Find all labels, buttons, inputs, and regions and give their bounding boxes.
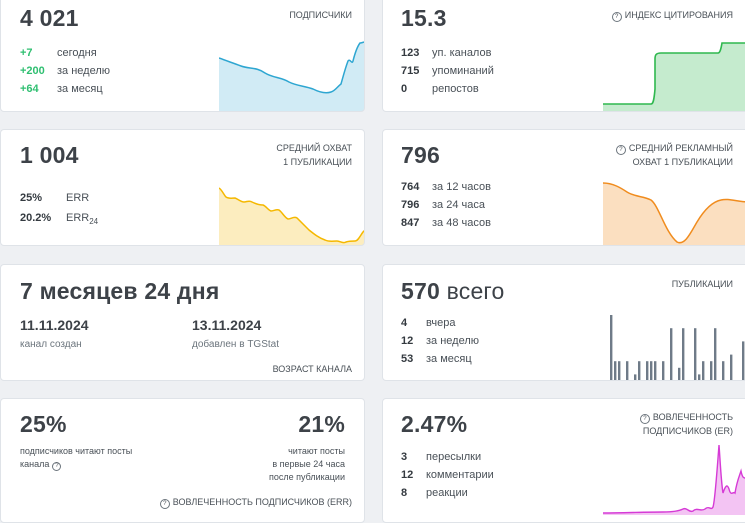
er-value: 2.47% [401, 411, 468, 437]
stat-row: +200 за неделю [20, 65, 111, 77]
publication-bar [682, 328, 685, 380]
citation-index-card[interactable]: 15.3 ? ИНДЕКС ЦИТИРОВАНИЯ 123 уп. каналов … [382, 0, 745, 112]
ad-reach-sparkline [603, 182, 745, 245]
stat-row: +7 сегодня [20, 47, 97, 59]
publication-bar [634, 374, 637, 380]
stat-row: +64 за месяц [20, 83, 103, 95]
publication-bar [678, 367, 681, 380]
publication-bar [730, 354, 733, 380]
added-date: 13.11.2024 [192, 317, 262, 333]
subscribers-card[interactable]: 4 021 ПОДПИСЧИКИ +7 сегодня +200 за неделю… [0, 0, 365, 112]
subscribers-sparkline [219, 41, 364, 111]
created-date: 11.11.2024 [20, 317, 89, 333]
stat-row: 53 за месяц [401, 353, 472, 365]
channel-age-card[interactable]: 7 месяцев 24 дня 11.11.2024 канал создан… [0, 264, 365, 381]
publication-bar [618, 361, 621, 380]
publication-bar [710, 361, 713, 380]
publication-bar [742, 341, 745, 380]
stat-row: 715 упоминаний [401, 65, 494, 77]
publications-card[interactable]: 570 всего ПУБЛИКАЦИИ 4 вчера 12 за неделю … [382, 264, 745, 381]
publication-bar [646, 361, 649, 380]
citation-caption: ? ИНДЕКС ЦИТИРОВАНИЯ [611, 8, 733, 22]
err-right-text: читают посты в первые 24 часа после публик… [269, 446, 345, 482]
stat-row: 12 за неделю [401, 335, 480, 347]
publication-bar [654, 361, 657, 380]
err-right-value: 21% [298, 411, 345, 437]
stat-row: 25% ERR [20, 192, 90, 204]
publication-bar [626, 361, 629, 380]
reach-caption: СРЕДНИЙ ОХВАТ 1 ПУБЛИКАЦИИ [276, 143, 352, 167]
stat-row: 123 уп. каналов [401, 47, 492, 59]
ad-reach-caption: ? СРЕДНИЙ РЕКЛАМНЫЙ ОХВАТ 1 ПУБЛИКАЦИИ [615, 141, 733, 169]
publication-bar [610, 315, 613, 380]
publications-caption: ПУБЛИКАЦИИ [671, 279, 733, 289]
publication-bar [650, 361, 653, 380]
stat-row: 3 пересылки [401, 451, 482, 463]
publication-bar [714, 328, 717, 380]
stat-row: 12 комментарии [401, 469, 494, 481]
stat-row: 796 за 24 часа [401, 199, 485, 211]
publication-bar [670, 328, 673, 380]
stat-row: 0 репостов [401, 83, 479, 95]
publication-bar [614, 361, 617, 380]
subscribers-caption: ПОДПИСЧИКИ [289, 10, 352, 20]
err-left-text: подписчиков читают посты канала? [20, 446, 133, 471]
help-icon[interactable]: ? [611, 12, 622, 22]
err-caption: ? ВОВЛЕЧЕННОСТЬ ПОДПИСЧИКОВ (ERR) [159, 495, 352, 509]
er-sparkline [603, 444, 745, 515]
er-caption: ? ВОВЛЕЧЕННОСТЬ ПОДПИСЧИКОВ (ER) [639, 410, 733, 438]
created-label: канал создан [20, 339, 82, 350]
age-value: 7 месяцев 24 дня [20, 278, 220, 304]
help-icon[interactable]: ? [639, 414, 650, 424]
age-caption: ВОЗРАСТ КАНАЛА [272, 364, 352, 374]
help-icon[interactable]: ? [52, 462, 62, 471]
stat-row: 8 реакции [401, 487, 468, 499]
average-reach-card[interactable]: 1 004 СРЕДНИЙ ОХВАТ 1 ПУБЛИКАЦИИ 25% ERR 2… [0, 129, 365, 246]
publication-bar [694, 328, 697, 380]
publication-bar [722, 361, 725, 380]
citation-value: 15.3 [401, 5, 447, 31]
publication-bar [638, 361, 641, 380]
stat-row: 847 за 48 часов [401, 217, 491, 229]
help-icon[interactable]: ? [615, 145, 626, 155]
publication-bar [698, 374, 701, 380]
er-card[interactable]: 2.47% ? ВОВЛЕЧЕННОСТЬ ПОДПИСЧИКОВ (ER) 3 пе… [382, 398, 745, 523]
publications-value: 570 всего [401, 278, 505, 304]
reach-value: 1 004 [20, 142, 79, 168]
citation-sparkline [603, 42, 745, 111]
stat-row: 4 вчера [401, 317, 456, 329]
added-label: добавлен в TGStat [192, 339, 280, 350]
stat-row: 20.2% ERR24 [20, 212, 99, 227]
err-left-value: 25% [20, 411, 67, 437]
reach-sparkline [219, 187, 364, 245]
average-ad-reach-card[interactable]: 796 ? СРЕДНИЙ РЕКЛАМНЫЙ ОХВАТ 1 ПУБЛИКАЦИИ… [382, 129, 745, 246]
publications-bar-chart [610, 315, 745, 380]
stat-row: 764 за 12 часов [401, 181, 491, 193]
err-card[interactable]: 25% подписчиков читают посты канала? 21% … [0, 398, 365, 523]
ad-reach-value: 796 [401, 142, 440, 168]
help-icon[interactable]: ? [159, 499, 170, 509]
subscribers-value: 4 021 [20, 5, 79, 31]
publication-bar [702, 361, 705, 380]
publication-bar [662, 361, 665, 380]
